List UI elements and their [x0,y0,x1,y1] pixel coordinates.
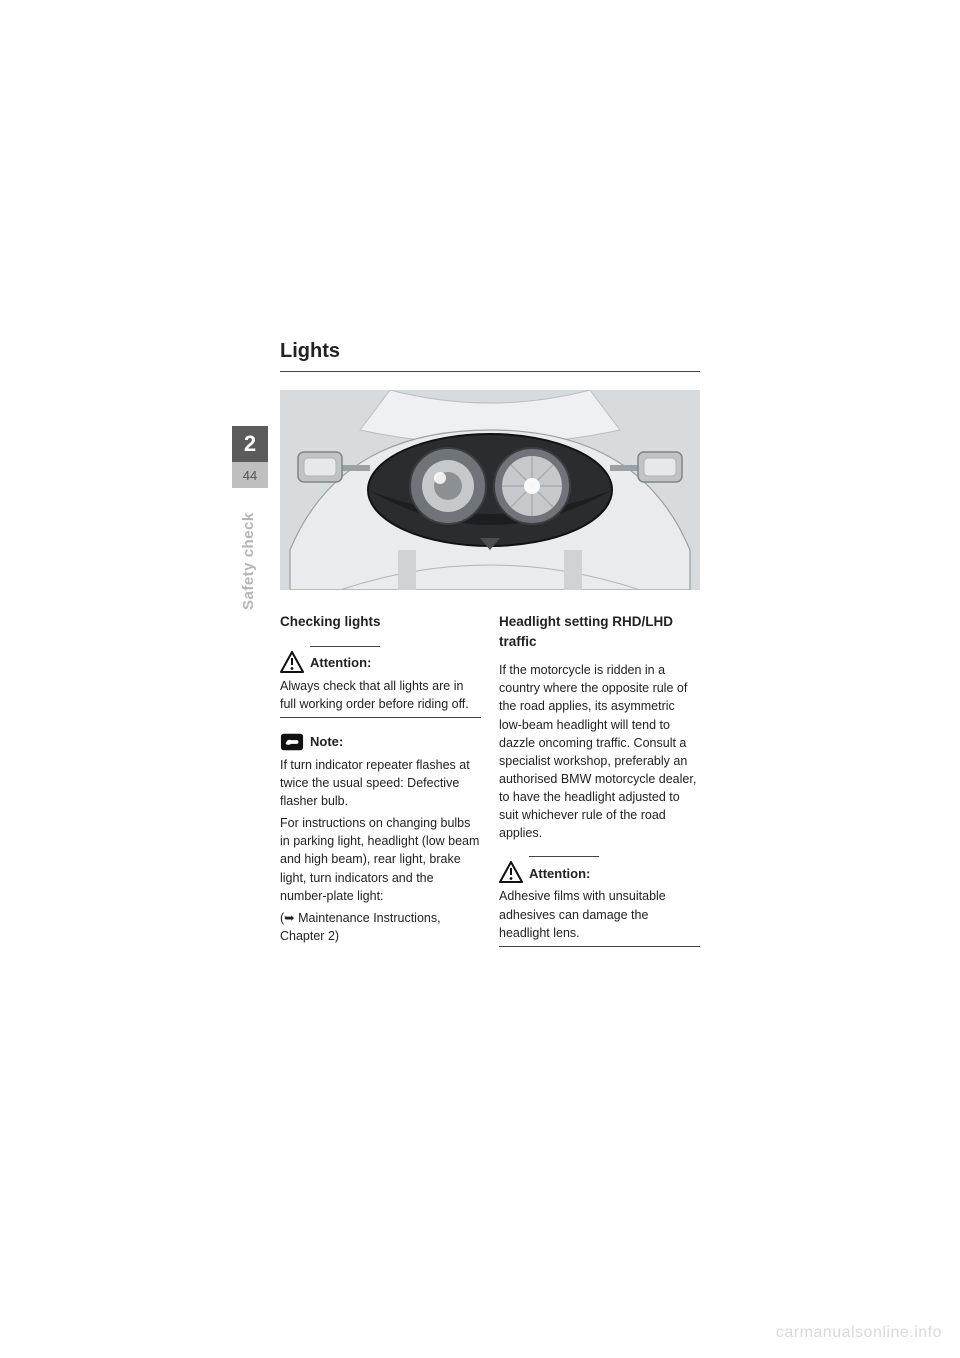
left-column: Checking lights Attention: Always check … [280,612,481,961]
text-columns: Checking lights Attention: Always check … [280,612,700,961]
attention2-body: Adhesive films with unsuitable adhesives… [499,887,700,941]
page-number: 44 [232,462,268,488]
attention-callout: Attention: [280,651,481,673]
note-callout: Note: [280,732,481,752]
note-body-3: (➥ Maintenance Instructions, Chapter 2) [280,909,481,945]
content-area: Lights [280,340,700,961]
note-body-1: If turn indicator repeater flashes at tw… [280,756,481,810]
attention-body: Always check that all lights are in full… [280,677,481,713]
note-label: Note: [310,733,343,752]
note-ref-text: Maintenance Instructions, Chapter 2) [280,911,441,943]
chapter-tab: 2 44 [232,426,268,488]
section-side-label: Safety check [240,512,257,610]
attention-rule-bottom [280,717,481,718]
attention2-rule-top [529,856,599,857]
page-title: Lights [280,340,700,363]
headlight-illustration [280,390,700,590]
rhd-lhd-body: If the motorcycle is ridden in a country… [499,661,700,842]
hero-figure [280,390,700,590]
right-column: Headlight setting RHD/LHD traffic If the… [499,612,700,961]
attention2-callout: Attention: [499,861,700,883]
note-hand-icon [280,732,304,752]
attention2-rule-bottom [499,946,700,947]
manual-page: 2 44 Safety check Lights [0,0,960,1358]
rhd-lhd-heading: Headlight setting RHD/LHD traffic [499,612,700,651]
warning-triangle-icon [499,861,523,883]
attention2-label: Attention: [529,865,590,884]
attention-label: Attention: [310,654,371,673]
warning-triangle-icon [280,651,304,673]
note-body-2: For instructions on changing bulbs in pa… [280,814,481,905]
attention-rule-top [310,646,380,647]
chapter-number: 2 [232,426,268,462]
watermark: carmanualsonline.info [776,1324,942,1342]
arrow-icon: ➥ [284,911,294,925]
title-rule [280,371,700,372]
checking-lights-heading: Checking lights [280,612,481,632]
